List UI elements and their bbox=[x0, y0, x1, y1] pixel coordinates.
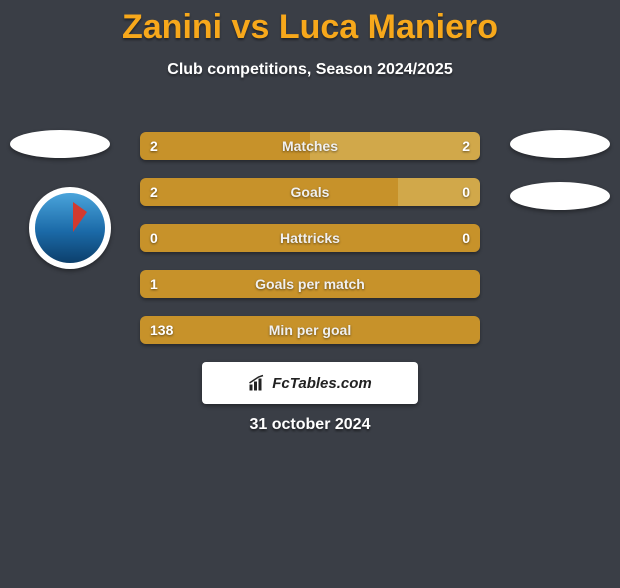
stat-label: Goals bbox=[140, 178, 480, 206]
brand-box[interactable]: FcTables.com bbox=[202, 362, 418, 404]
club-badge bbox=[29, 187, 111, 269]
stat-row: 0Hattricks0 bbox=[140, 224, 480, 252]
stat-row: 1Goals per match bbox=[140, 270, 480, 298]
stat-right-value: 2 bbox=[462, 132, 470, 160]
stat-row: 138Min per goal bbox=[140, 316, 480, 344]
player-right-marker bbox=[510, 130, 610, 158]
date-text: 31 october 2024 bbox=[0, 416, 620, 434]
page-subtitle: Club competitions, Season 2024/2025 bbox=[0, 61, 620, 79]
stats-container: 2Matches22Goals00Hattricks01Goals per ma… bbox=[140, 132, 480, 362]
chart-icon bbox=[248, 374, 266, 392]
stat-row: 2Goals0 bbox=[140, 178, 480, 206]
stat-right-value: 0 bbox=[462, 224, 470, 252]
player-left-marker bbox=[10, 130, 110, 158]
brand-text: FcTables.com bbox=[272, 375, 371, 392]
stat-row: 2Matches2 bbox=[140, 132, 480, 160]
stat-label: Min per goal bbox=[140, 316, 480, 344]
stat-label: Hattricks bbox=[140, 224, 480, 252]
stat-label: Matches bbox=[140, 132, 480, 160]
page-title: Zanini vs Luca Maniero bbox=[0, 8, 620, 47]
stat-right-value: 0 bbox=[462, 178, 470, 206]
stat-label: Goals per match bbox=[140, 270, 480, 298]
player-right-marker-2 bbox=[510, 182, 610, 210]
